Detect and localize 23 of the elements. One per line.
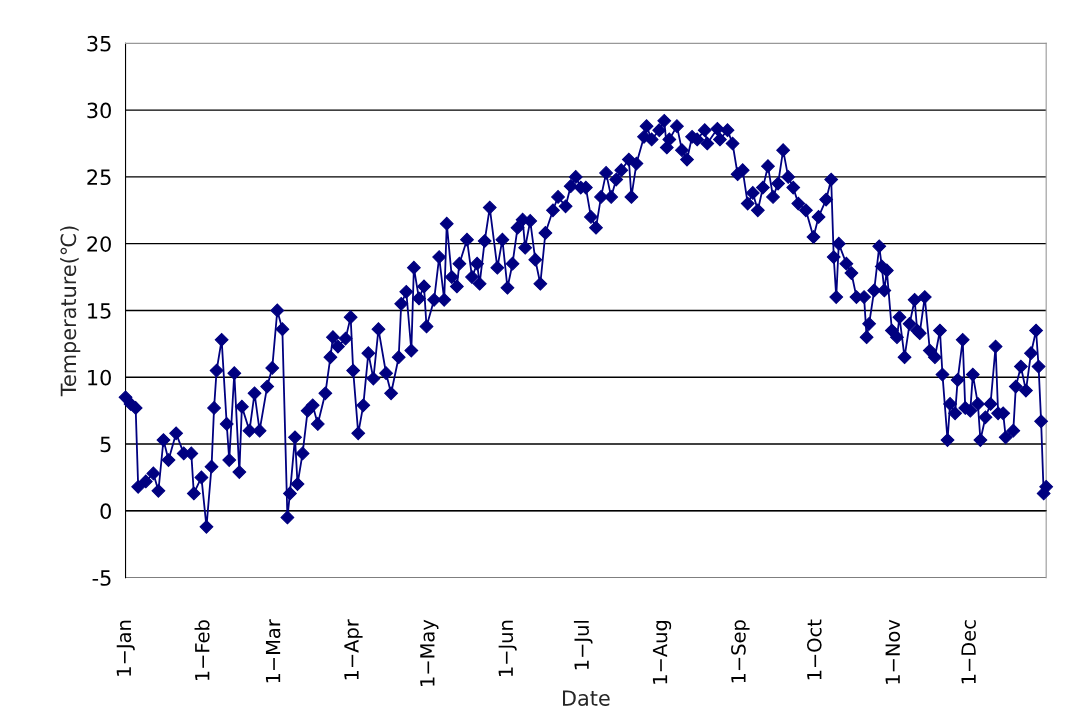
x-tick-label: 1−May <box>420 619 439 686</box>
y-tick-label: 20 <box>87 236 111 252</box>
y-tick-label: 5 <box>100 436 111 453</box>
x-tick-label: 1−Jul <box>573 620 593 670</box>
y-tick-label: 15 <box>88 303 111 319</box>
y-tick-label: 10 <box>88 369 111 386</box>
y-tick-label: -5 <box>92 570 111 586</box>
y-tick-label: 35 <box>87 35 111 52</box>
x-tick-label: 1−Mar <box>265 619 281 683</box>
x-tick-label: 1−Jan <box>116 620 135 676</box>
x-tick-label: 1−Oct <box>806 619 822 680</box>
y-axis-title: Temperature(℃) <box>60 226 81 397</box>
y-tick-label: 0 <box>100 503 111 520</box>
x-tick-label: 1−Feb <box>194 620 210 681</box>
x-tick-label: 1−Apr <box>344 619 363 680</box>
x-tick-label: 1−Aug <box>652 620 672 684</box>
x-tick-label: 1−Dec <box>961 620 976 684</box>
x-tick-label: 1−Jun <box>498 620 517 677</box>
x-tick-label: 1−Sep <box>731 620 750 683</box>
y-tick-label: 25 <box>87 169 111 186</box>
y-tick-label: 30 <box>87 102 111 119</box>
x-axis-title: Date <box>563 690 610 706</box>
x-tick-label: 1−Nov <box>885 619 901 684</box>
